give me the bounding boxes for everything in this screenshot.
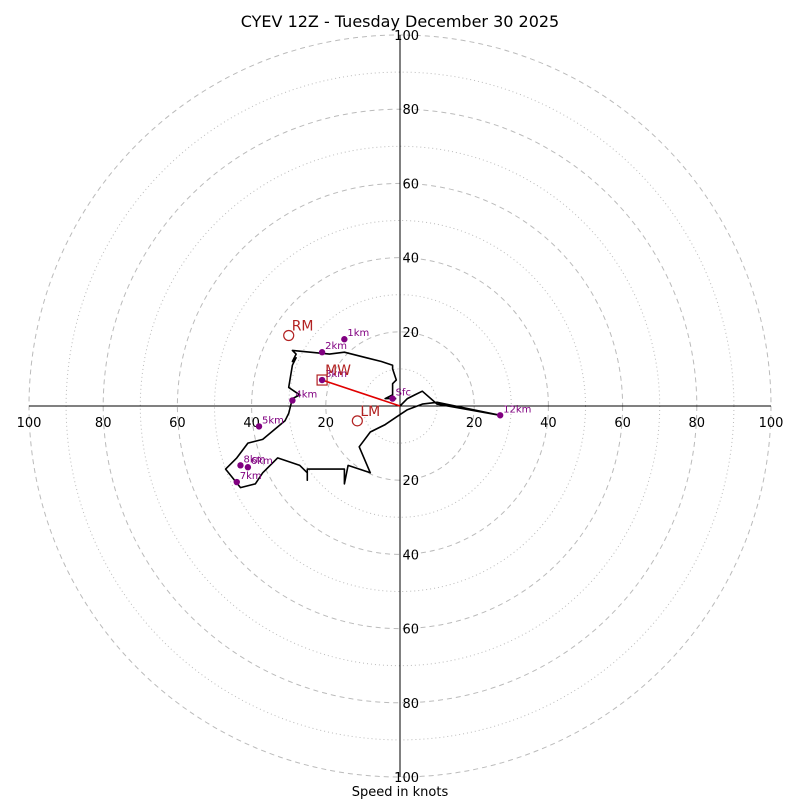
- height-marker-3km-label: 3km: [325, 369, 347, 380]
- height-marker-3km-dot: [318, 376, 326, 384]
- y-tick-label-bottom: 100: [394, 771, 419, 786]
- x-tick-label-left: 40: [243, 416, 260, 431]
- height-marker-12km-dot: [496, 412, 504, 419]
- hodograph-line: [224, 349, 502, 489]
- storm-motion-lm-label: LM: [360, 404, 380, 420]
- x-tick-label-left: 80: [95, 416, 112, 431]
- height-marker-7km-dot: [233, 478, 240, 486]
- y-tick-label-bottom: 60: [402, 623, 419, 638]
- y-tick-label-top: 20: [402, 326, 419, 341]
- x-tick-label-right: 40: [540, 416, 557, 431]
- height-marker-12km-label: 12km: [503, 404, 531, 415]
- shear-vector: [321, 379, 401, 407]
- x-tick-label-right: 80: [689, 416, 706, 431]
- height-marker-sfc-dot: [389, 395, 396, 402]
- storm-motion-lm-marker: [351, 415, 363, 427]
- height-marker-5km-dot: [255, 423, 263, 430]
- hodograph-trace: [224, 349, 502, 489]
- height-marker-2km-label: 2km: [325, 341, 347, 352]
- height-marker-4km-dot: [289, 397, 296, 404]
- height-marker-6km-label: 6km: [251, 456, 273, 467]
- y-tick-label-bottom: 40: [402, 548, 419, 563]
- y-tick-label-top: 60: [402, 177, 419, 192]
- height-marker-6km-dot: [244, 464, 252, 471]
- x-tick-label-left: 100: [17, 416, 42, 431]
- tick-labels: 20 20 20 20 40 40 40 40 60 60 60 60 80 80 80 80 100 100 10…: [17, 29, 784, 786]
- height-marker-4km-label: 4km: [295, 389, 317, 400]
- height-marker-1km-label: 1km: [347, 328, 369, 339]
- storm-motion-mw-label: MW: [325, 363, 351, 379]
- height-marker-2km-dot: [318, 349, 326, 356]
- height-marker-8km-dot: [237, 462, 244, 469]
- y-tick-label-bottom: 20: [402, 474, 419, 489]
- storm-motion-mw-marker: [316, 374, 328, 386]
- height-marker-sfc-label: Sfc: [396, 388, 411, 399]
- y-tick-label-top: 80: [402, 103, 419, 118]
- x-tick-label-right: 20: [466, 416, 483, 431]
- shear-vector-line: [321, 379, 401, 407]
- storm-motions: RM LM MW: [283, 319, 380, 427]
- height-marker-1km-dot: [341, 336, 348, 343]
- x-axis-label: Speed in knots: [352, 785, 449, 800]
- y-tick-label-bottom: 80: [402, 697, 419, 712]
- storm-motion-rm-label: RM: [292, 319, 314, 335]
- x-tick-label-right: 100: [759, 416, 784, 431]
- height-marker-5km-label: 5km: [262, 415, 284, 426]
- storm-motion-rm-marker: [283, 329, 295, 342]
- chart-title: CYEV 12Z - Tuesday December 30 2025: [241, 12, 559, 31]
- y-tick-label-top: 40: [402, 252, 419, 267]
- x-tick-label-left: 60: [169, 416, 186, 431]
- x-tick-label-right: 60: [614, 416, 631, 431]
- height-marker-8km-label: 8km: [243, 454, 265, 465]
- x-tick-label-left: 20: [318, 416, 335, 431]
- y-tick-label-top: 100: [394, 29, 419, 44]
- height-marker-7km-label: 7km: [240, 471, 262, 482]
